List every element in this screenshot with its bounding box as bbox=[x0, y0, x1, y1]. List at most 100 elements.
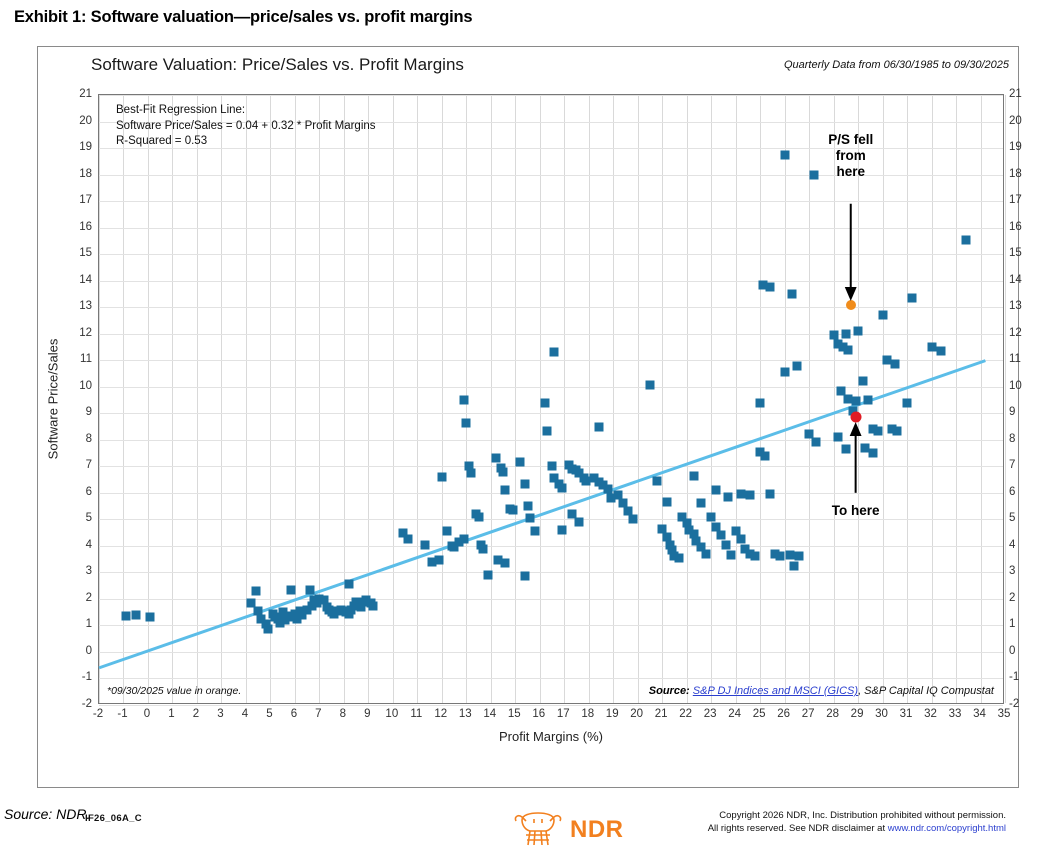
y-axis-tick-label: 18 bbox=[79, 167, 92, 180]
grid-line-horizontal bbox=[99, 705, 1003, 706]
scatter-point bbox=[483, 570, 493, 580]
scatter-point bbox=[574, 517, 584, 527]
scatter-point bbox=[760, 451, 770, 461]
x-axis-tick-label: 16 bbox=[532, 708, 546, 720]
grid-line-horizontal bbox=[99, 386, 1003, 388]
scatter-point bbox=[758, 280, 768, 290]
x-axis-tick-label: 12 bbox=[434, 708, 448, 720]
scatter-point bbox=[775, 551, 785, 561]
scatter-point bbox=[540, 398, 550, 408]
scatter-point bbox=[121, 611, 131, 621]
scatter-point bbox=[623, 506, 633, 516]
scatter-point bbox=[736, 534, 746, 544]
scatter-point bbox=[961, 235, 971, 245]
copyright-line-1: Copyright 2026 NDR, Inc. Distribution pr… bbox=[719, 810, 1006, 821]
scatter-point bbox=[789, 561, 799, 571]
grid-line-vertical bbox=[833, 95, 835, 703]
x-axis-tick-label: 31 bbox=[899, 708, 913, 720]
scatter-point bbox=[780, 150, 790, 160]
scatter-point bbox=[491, 453, 501, 463]
scatter-point bbox=[523, 501, 532, 511]
scatter-point bbox=[716, 530, 726, 540]
scatter-point bbox=[314, 594, 324, 604]
scatter-point bbox=[275, 618, 285, 628]
scatter-point bbox=[785, 550, 795, 560]
scatter-point bbox=[398, 528, 408, 538]
scatter-point bbox=[628, 514, 638, 524]
x-axis-tick-label: 18 bbox=[581, 708, 595, 720]
grid-line-vertical bbox=[1005, 95, 1006, 703]
scatter-point bbox=[302, 605, 312, 615]
y-axis-tick-label: 4 bbox=[1009, 538, 1016, 551]
scatter-point bbox=[557, 525, 567, 535]
copyright-link[interactable]: www.ndr.com/copyright.html bbox=[887, 823, 1006, 834]
scatter-point bbox=[665, 540, 675, 550]
y-axis-tick-label: 14 bbox=[79, 273, 92, 286]
grid-line-horizontal bbox=[99, 360, 1003, 362]
grid-line-vertical bbox=[123, 95, 125, 703]
grid-line-horizontal bbox=[99, 280, 1003, 282]
y-axis-tick-label: -1 bbox=[1009, 671, 1020, 684]
scatter-point bbox=[845, 299, 856, 310]
x-axis-tick-label: 13 bbox=[458, 708, 472, 720]
y-axis-tick-label: 5 bbox=[85, 512, 92, 525]
source-link[interactable]: S&P DJ Indices and MSCI (GICS) bbox=[692, 685, 859, 697]
grid-line-vertical bbox=[564, 95, 566, 703]
grid-line-horizontal bbox=[99, 413, 1003, 415]
scatter-point bbox=[662, 532, 672, 542]
scatter-point bbox=[868, 424, 878, 434]
scatter-point bbox=[449, 542, 459, 552]
x-axis-tick-label: 6 bbox=[290, 708, 298, 720]
x-axis-tick-label: 10 bbox=[385, 708, 399, 720]
grid-line-vertical bbox=[270, 95, 272, 703]
x-axis-tick-label: 3 bbox=[217, 708, 224, 720]
regression-note: Best-Fit Regression Line: Software Price… bbox=[116, 103, 376, 150]
scatter-point bbox=[907, 293, 917, 303]
y-axis-ticks-left: -2 -1 0 1 2 3 4 5 6 7 8 9 10 11 12 13 14 15 16 17 18 19 20 21 bbox=[56, 88, 92, 710]
scatter-point bbox=[851, 396, 861, 406]
scatter-point bbox=[682, 518, 692, 528]
y-axis-ticks-right: -2 -1 0 1 2 3 4 5 6 7 8 9 10 11 12 13 14 15 16 17 18 19 20 21 bbox=[1009, 88, 1045, 710]
scatter-point bbox=[368, 601, 378, 611]
scatter-point bbox=[253, 606, 263, 616]
scatter-point bbox=[726, 550, 736, 560]
grid-line-vertical bbox=[735, 95, 737, 703]
grid-line-vertical bbox=[956, 95, 958, 703]
scatter-point bbox=[927, 342, 937, 352]
grid-line-horizontal bbox=[99, 333, 1003, 335]
chart-source-note: Source: S&P DJ Indices and MSCI (GICS), … bbox=[649, 685, 994, 697]
scatter-point bbox=[858, 376, 868, 386]
y-axis-tick-label: 16 bbox=[1009, 220, 1022, 233]
scatter-point bbox=[882, 355, 892, 365]
scatter-point bbox=[843, 345, 853, 355]
scatter-point bbox=[811, 437, 821, 447]
scatter-point bbox=[878, 310, 888, 320]
scatter-point bbox=[261, 619, 270, 629]
grid-line-horizontal bbox=[99, 439, 1003, 441]
grid-line-vertical bbox=[196, 95, 198, 703]
scatter-point bbox=[594, 477, 604, 487]
scatter-point bbox=[892, 426, 902, 435]
scatter-point bbox=[745, 490, 755, 500]
y-axis-tick-label: 21 bbox=[1009, 88, 1022, 100]
x-axis-tick-label: 5 bbox=[266, 708, 273, 720]
scatter-point bbox=[427, 557, 437, 567]
y-axis-tick-label: 0 bbox=[85, 644, 92, 657]
y-axis-tick-label: 2 bbox=[85, 591, 92, 604]
y-axis-tick-label: 10 bbox=[79, 379, 92, 392]
copyright-line-2: All rights reserved. See NDR disclaimer … bbox=[708, 822, 1006, 835]
scatter-point bbox=[755, 447, 765, 457]
scatter-point bbox=[755, 398, 765, 408]
scatter-point bbox=[936, 346, 946, 356]
scatter-point bbox=[711, 485, 721, 495]
scatter-point bbox=[500, 558, 510, 568]
scatter-point bbox=[520, 479, 530, 489]
x-axis-tick-label: 33 bbox=[948, 708, 962, 720]
scatter-point bbox=[723, 492, 733, 502]
y-axis-tick-label: 18 bbox=[1009, 167, 1022, 180]
grid-line-vertical bbox=[172, 95, 174, 703]
scatter-point bbox=[765, 282, 775, 292]
grid-line-vertical bbox=[343, 95, 345, 703]
scatter-point bbox=[454, 537, 464, 547]
scatter-point bbox=[667, 545, 677, 555]
